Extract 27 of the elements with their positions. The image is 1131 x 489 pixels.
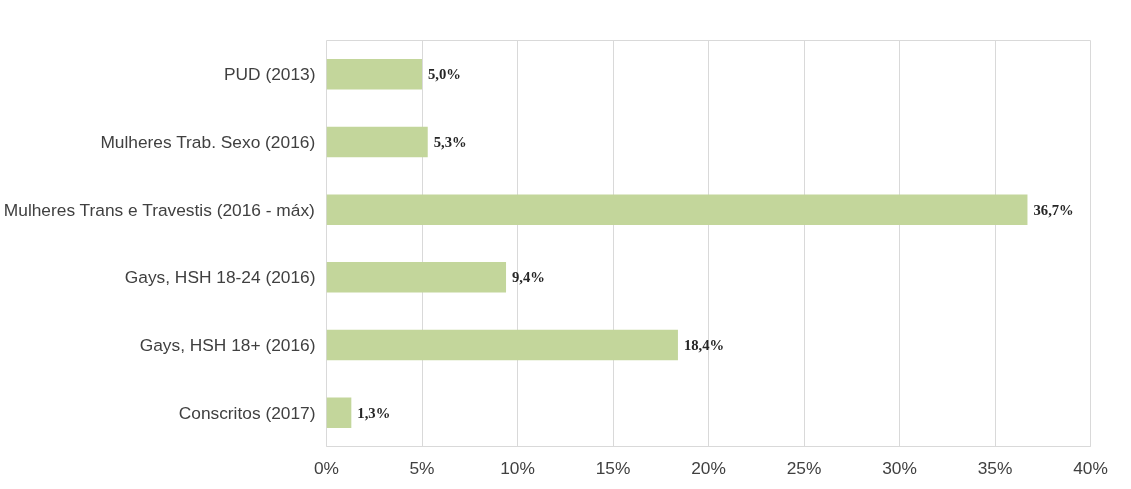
bar [326,194,1028,225]
bar [326,329,678,361]
y-tick-label: Mulheres Trab. Sexo (2016) [100,132,316,152]
x-tick-label: 25% [786,457,822,478]
data-label: 36,7% [1033,201,1074,218]
x-tick-label: 10% [500,457,535,478]
x-tick-label: 35% [977,457,1013,478]
y-tick-label: Mulheres Trans e Travestis (2016 - máx) [3,199,315,220]
x-tick-label: 20% [691,457,726,478]
data-label: 9,4% [512,269,546,286]
data-label: 5,0% [428,66,461,83]
y-tick-label: PUD (2013) [224,64,316,85]
data-label: 5,3% [433,134,467,150]
x-tick-label: 30% [882,457,917,478]
y-tick-label: Conscritos (2017) [178,402,316,423]
x-tick-label: 40% [1073,457,1108,478]
bar [326,59,422,90]
y-tick-label: Gays, HSH 18-24 (2016) [124,267,316,288]
x-tick-label: 5% [409,457,435,478]
bar [326,397,352,428]
bar [326,262,507,293]
x-tick-label: 15% [595,457,631,478]
data-label: 1,3% [357,404,391,421]
y-tick-label: Gays, HSH 18+ (2016) [139,335,316,355]
data-label: 18,4% [683,337,725,353]
bar [326,126,428,158]
x-tick-label: 0% [313,457,340,478]
